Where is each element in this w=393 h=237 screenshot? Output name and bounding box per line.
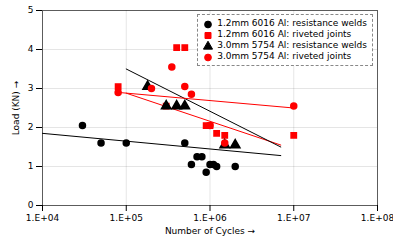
svg-text:Load (KN) →: Load (KN) →	[11, 80, 21, 135]
svg-text:1.E+06: 1.E+06	[193, 213, 227, 223]
svg-text:1.E+08: 1.E+08	[361, 213, 393, 223]
svg-text:1: 1	[28, 161, 34, 171]
html-text:3.0mm 5754 Al: resistance weld: 3.0mm 5754 Al: resistance welds	[217, 40, 367, 50]
svg-text:1.E+07: 1.E+07	[277, 213, 310, 223]
html-text:1.2mm 6016 Al: riveted joints: 1.2mm 6016 Al: riveted joints	[217, 29, 352, 39]
svg-text:0: 0	[28, 200, 34, 210]
svg-text:1.E+04: 1.E+04	[26, 213, 60, 223]
svg-text:2: 2	[28, 122, 34, 132]
html-text:3.0mm 5754 Al: riveted joints: 3.0mm 5754 Al: riveted joints	[217, 51, 352, 61]
svg-text:3: 3	[28, 83, 34, 93]
html-text:1.2mm 6016 Al: resistance weld: 1.2mm 6016 Al: resistance welds	[217, 18, 367, 28]
svg-text:Number of Cycles →: Number of Cycles →	[165, 226, 256, 236]
svg-text:1.E+05: 1.E+05	[110, 213, 143, 223]
svg-text:5: 5	[28, 5, 34, 15]
svg-text:4: 4	[28, 44, 34, 54]
